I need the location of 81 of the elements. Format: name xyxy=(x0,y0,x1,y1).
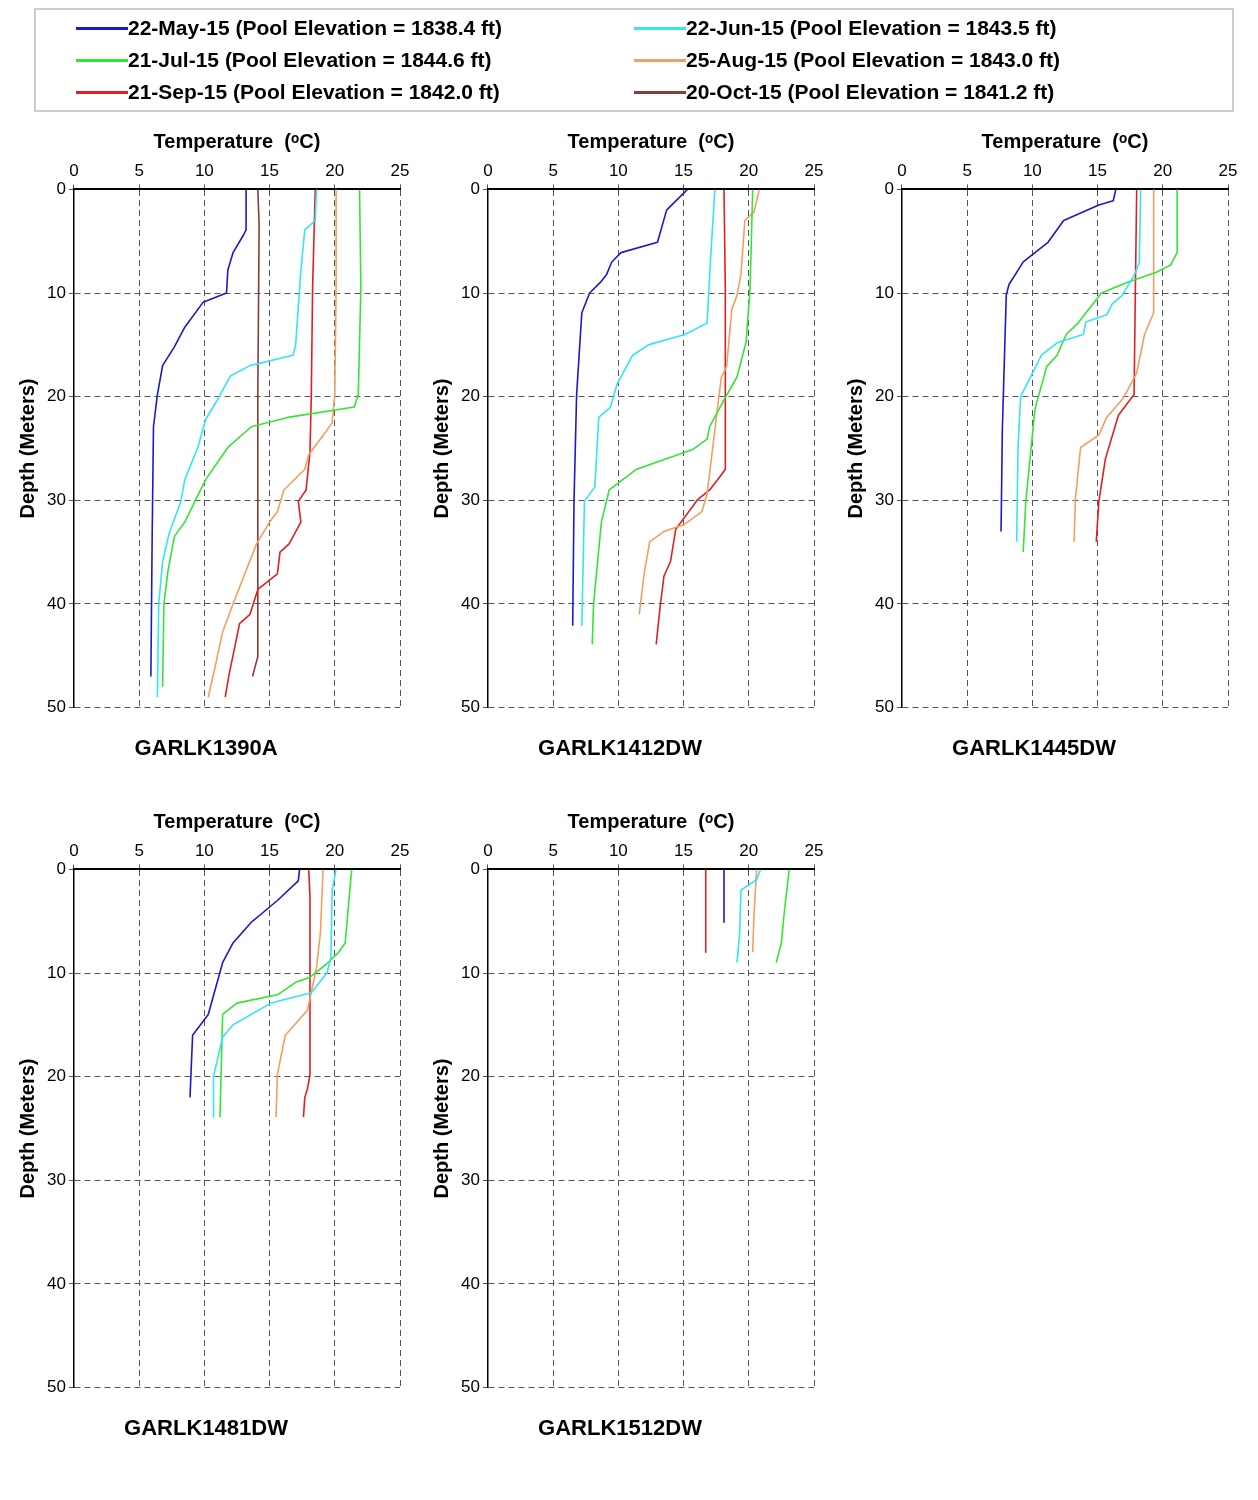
y-tick-label: 0 xyxy=(884,179,894,199)
y-tick-label: 40 xyxy=(874,593,894,613)
x-tick-label: 5 xyxy=(134,840,144,860)
y-tick-label: 30 xyxy=(874,490,894,510)
x-tick-label: 15 xyxy=(260,160,280,180)
y-tick-label: 0 xyxy=(470,179,480,199)
y-tick-label: 10 xyxy=(460,282,480,302)
x-tick-label: 0 xyxy=(69,160,79,180)
legend-label: 22-May-15 (Pool Elevation = 1838.4 ft) xyxy=(128,16,503,40)
y-axis-title: Depth (Meters) xyxy=(429,1058,452,1199)
x-tick-label: 25 xyxy=(1218,160,1238,180)
x-axis-title: Temperature (ᵒC) xyxy=(567,129,735,152)
y-tick-label: 40 xyxy=(460,1273,480,1293)
legend-label: 21-Jul-15 (Pool Elevation = 1844.6 ft) xyxy=(128,48,492,72)
y-tick-label: 40 xyxy=(460,593,480,613)
x-axis-title: Temperature (ᵒC) xyxy=(981,129,1149,152)
x-tick-label: 25 xyxy=(804,160,824,180)
x-tick-label: 5 xyxy=(134,160,144,180)
y-tick-label: 40 xyxy=(46,593,66,613)
x-tick-label: 5 xyxy=(962,160,972,180)
x-tick-label: 15 xyxy=(1088,160,1108,180)
y-tick-label: 20 xyxy=(874,386,894,406)
text: GARLK1481DW xyxy=(124,1414,289,1440)
text: GARLK1390A xyxy=(134,734,278,760)
y-tick-label: 20 xyxy=(46,1066,66,1086)
y-tick-label: 30 xyxy=(460,490,480,510)
y-tick-label: 40 xyxy=(46,1273,66,1293)
x-tick-label: 15 xyxy=(674,840,694,860)
y-tick-label: 50 xyxy=(460,1377,480,1397)
x-axis-title: Temperature (ᵒC) xyxy=(567,809,735,832)
y-tick-label: 50 xyxy=(46,697,66,717)
x-axis-title: Temperature (ᵒC) xyxy=(153,809,321,832)
y-tick-label: 20 xyxy=(460,386,480,406)
y-tick-label: 20 xyxy=(46,386,66,406)
x-tick-label: 5 xyxy=(548,160,558,180)
x-tick-label: 25 xyxy=(804,840,824,860)
y-tick-label: 20 xyxy=(460,1066,480,1086)
y-axis-title: Depth (Meters) xyxy=(429,378,452,519)
y-axis-title: Depth (Meters) xyxy=(15,378,38,519)
y-tick-label: 30 xyxy=(460,1170,480,1190)
x-tick-label: 0 xyxy=(69,840,79,860)
y-tick-label: 50 xyxy=(46,1377,66,1397)
y-tick-label: 30 xyxy=(46,490,66,510)
x-tick-label: 20 xyxy=(325,840,345,860)
x-tick-label: 15 xyxy=(674,160,694,180)
y-axis-title: Depth (Meters) xyxy=(15,1058,38,1199)
legend-label: 20-Oct-15 (Pool Elevation = 1841.2 ft) xyxy=(686,80,1055,104)
x-tick-label: 20 xyxy=(739,840,759,860)
x-tick-label: 20 xyxy=(1153,160,1173,180)
y-tick-label: 0 xyxy=(56,859,66,879)
x-tick-label: 25 xyxy=(390,160,410,180)
y-tick-label: 10 xyxy=(874,282,894,302)
x-tick-label: 0 xyxy=(897,160,907,180)
y-tick-label: 50 xyxy=(874,697,894,717)
y-tick-label: 10 xyxy=(46,282,66,302)
x-tick-label: 10 xyxy=(194,160,214,180)
text: GARLK1445DW xyxy=(952,734,1117,760)
y-tick-label: 10 xyxy=(46,962,66,982)
legend-label: 22-Jun-15 (Pool Elevation = 1843.5 ft) xyxy=(686,16,1057,40)
x-tick-label: 0 xyxy=(483,160,493,180)
legend-label: 25-Aug-15 (Pool Elevation = 1843.0 ft) xyxy=(686,48,1061,72)
legend-label: 21-Sep-15 (Pool Elevation = 1842.0 ft) xyxy=(128,80,500,104)
x-tick-label: 5 xyxy=(548,840,558,860)
x-tick-label: 20 xyxy=(325,160,345,180)
y-axis-title: Depth (Meters) xyxy=(843,378,866,519)
x-tick-label: 10 xyxy=(194,840,214,860)
y-tick-label: 50 xyxy=(460,697,480,717)
x-tick-label: 10 xyxy=(1022,160,1042,180)
x-tick-label: 10 xyxy=(608,840,628,860)
x-tick-label: 0 xyxy=(483,840,493,860)
x-axis-title: Temperature (ᵒC) xyxy=(153,129,321,152)
y-tick-label: 0 xyxy=(470,859,480,879)
y-tick-label: 10 xyxy=(460,962,480,982)
x-tick-label: 25 xyxy=(390,840,410,860)
x-tick-label: 10 xyxy=(608,160,628,180)
y-tick-label: 30 xyxy=(46,1170,66,1190)
y-tick-label: 0 xyxy=(56,179,66,199)
x-tick-label: 20 xyxy=(739,160,759,180)
text: GARLK1412DW xyxy=(538,734,703,760)
text: GARLK1512DW xyxy=(538,1414,703,1440)
x-tick-label: 15 xyxy=(260,840,280,860)
